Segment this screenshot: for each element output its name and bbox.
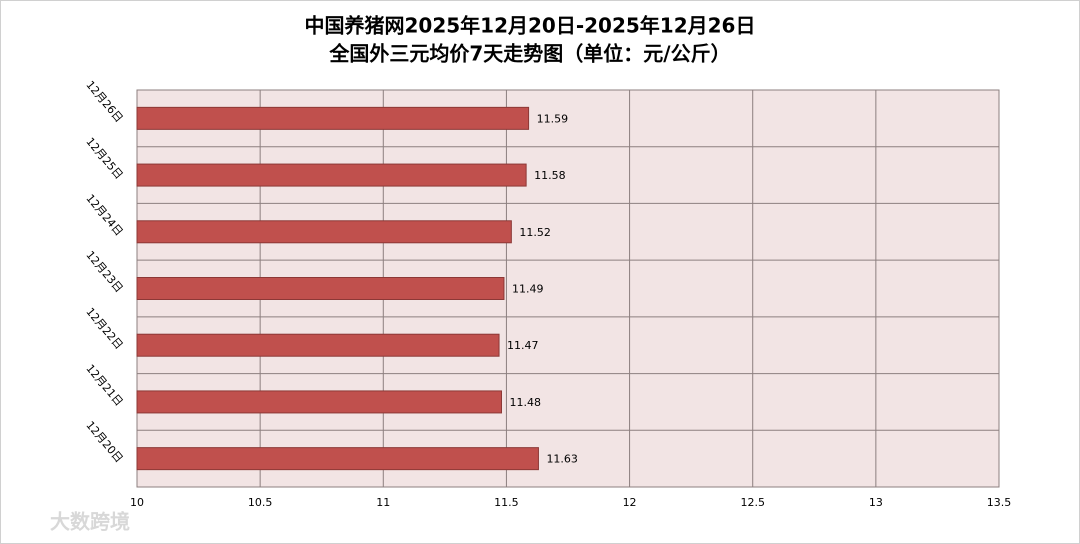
- value-label: 11.49: [512, 283, 543, 296]
- watermark: 大数跨境: [50, 510, 130, 534]
- value-label: 11.48: [510, 396, 542, 409]
- bar: [136, 277, 505, 300]
- x-tick-label: 13.5: [987, 496, 1012, 509]
- bar: [136, 447, 539, 471]
- value-label: 11.47: [507, 339, 539, 352]
- value-label: 11.63: [546, 453, 578, 466]
- x-tick-label: 13: [869, 496, 883, 509]
- bar: [136, 220, 512, 244]
- chart-subtitle: 全国外三元均价7天走势图（单位：元/公斤）: [328, 42, 730, 66]
- bar: [136, 106, 530, 130]
- bar: [136, 163, 527, 187]
- chart-title: 中国养猪网2025年12月20日-2025年12月26日: [305, 14, 756, 38]
- x-tick-label: 11: [376, 496, 390, 509]
- value-label: 11.58: [534, 169, 566, 182]
- x-tick-label: 10: [130, 496, 144, 509]
- value-label: 11.52: [519, 226, 551, 239]
- bar: [136, 390, 503, 414]
- x-tick-label: 12: [623, 496, 637, 509]
- x-tick-label: 11.5: [494, 496, 519, 509]
- x-tick-label: 10.5: [248, 496, 273, 509]
- value-label: 11.59: [537, 112, 569, 125]
- x-tick-label: 12.5: [740, 496, 765, 509]
- bar: [136, 333, 500, 357]
